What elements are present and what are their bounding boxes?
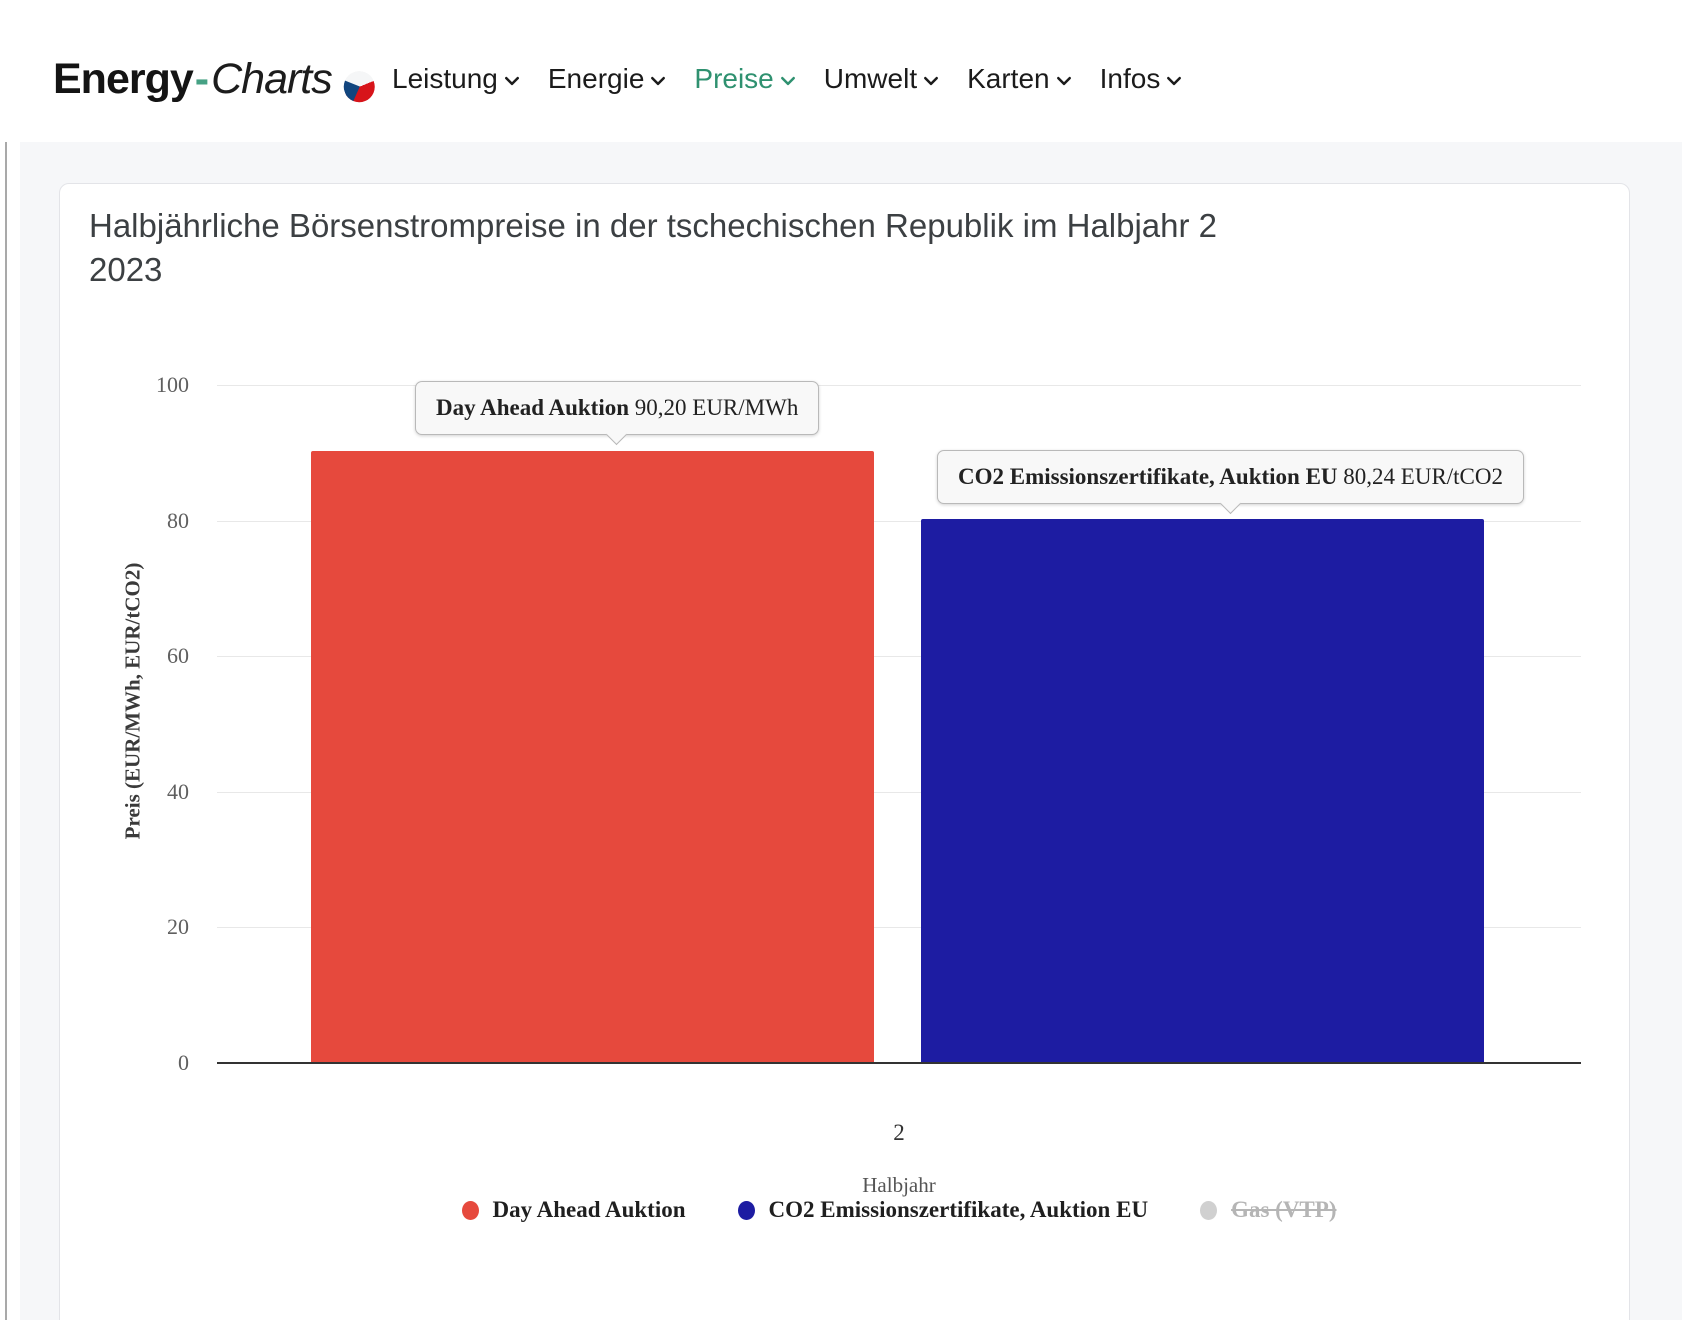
x-axis-title: Halbjahr bbox=[862, 1173, 936, 1197]
gridline bbox=[217, 385, 1581, 386]
legend-label: Day Ahead Auktion bbox=[492, 1197, 686, 1222]
legend-item-gas-vtp[interactable]: Gas (VTP) bbox=[1200, 1197, 1336, 1223]
nav-label: Karten bbox=[967, 63, 1050, 94]
logo-text-energy: Energy bbox=[53, 55, 194, 103]
legend-label: CO2 Emissionszertifikate, Auktion EU bbox=[768, 1197, 1149, 1222]
x-axis-tick-label: 2 bbox=[893, 1120, 905, 1145]
nav-item-karten[interactable]: Karten bbox=[967, 63, 1072, 95]
logo-text-charts: Charts bbox=[211, 55, 333, 103]
legend-label: Gas (VTP) bbox=[1231, 1197, 1337, 1222]
legend-dot-icon bbox=[1200, 1200, 1218, 1220]
czech-flag-icon bbox=[338, 66, 380, 107]
nav-item-preise[interactable]: Preise bbox=[694, 63, 795, 95]
tooltip-value: 90,20 EUR/MWh bbox=[634, 395, 799, 420]
chevron-down-icon bbox=[924, 76, 939, 86]
y-tick: 20 bbox=[167, 914, 189, 940]
tooltip-label: Day Ahead Auktion bbox=[436, 395, 630, 420]
chevron-down-icon bbox=[1167, 76, 1182, 86]
chart-card: Halbjährliche Börsenstrompreise in der t… bbox=[59, 183, 1630, 1320]
nav-item-umwelt[interactable]: Umwelt bbox=[824, 63, 939, 95]
nav-label: Energie bbox=[547, 63, 645, 94]
tooltip-label: CO2 Emissionszertifikate, Auktion EU bbox=[958, 464, 1338, 489]
y-axis-title: Preis (EUR/MWh, EUR/tCO2) bbox=[120, 562, 145, 840]
gridline bbox=[217, 520, 1581, 522]
chevron-down-icon bbox=[1056, 76, 1071, 86]
gridline bbox=[217, 927, 1581, 929]
chevron-down-icon bbox=[780, 76, 795, 86]
x-axis-line bbox=[217, 1062, 1581, 1064]
bar-co2-zertifikate[interactable] bbox=[921, 518, 1484, 1063]
page-title-line2: 2023 bbox=[89, 251, 163, 288]
nav-label: Umwelt bbox=[823, 63, 918, 94]
legend-item-co2[interactable]: CO2 Emissionszertifikate, Auktion EU bbox=[737, 1197, 1149, 1223]
gridline bbox=[217, 791, 1581, 793]
nav-label: Infos bbox=[1099, 63, 1161, 94]
y-tick: 80 bbox=[167, 507, 189, 533]
chevron-down-icon bbox=[651, 76, 666, 86]
site-logo[interactable]: Energy - Charts bbox=[53, 55, 380, 107]
legend-dot-icon bbox=[461, 1200, 479, 1220]
page-title: Halbjährliche Börsenstrompreise in der t… bbox=[89, 204, 1379, 292]
tooltip-co2: CO2 Emissionszertifikate, Auktion EU 80,… bbox=[937, 450, 1525, 504]
y-tick: 0 bbox=[178, 1049, 189, 1075]
page-title-line1: Halbjährliche Börsenstrompreise in der t… bbox=[89, 207, 1218, 244]
nav-item-infos[interactable]: Infos bbox=[1100, 63, 1183, 95]
window-edge-line bbox=[5, 0, 7, 1320]
legend-dot-icon bbox=[737, 1200, 755, 1220]
gridline bbox=[217, 656, 1581, 658]
chart-legend: Day Ahead Auktion CO2 Emissionszertifika… bbox=[217, 1197, 1581, 1223]
y-axis-tick-labels: 100 80 60 40 20 0 bbox=[60, 371, 189, 1077]
bar-day-ahead-auktion[interactable] bbox=[311, 451, 874, 1063]
nav-label: Preise bbox=[694, 63, 774, 94]
tooltip-day-ahead: Day Ahead Auktion 90,20 EUR/MWh bbox=[415, 381, 820, 435]
y-tick: 60 bbox=[167, 643, 189, 669]
logo-hyphen: - bbox=[194, 55, 210, 103]
tooltip-value: 80,24 EUR/tCO2 bbox=[1343, 464, 1504, 489]
legend-item-day-ahead[interactable]: Day Ahead Auktion bbox=[461, 1197, 686, 1223]
header: Energy - Charts Leistung Energie Preise … bbox=[0, 0, 1682, 142]
nav-label: Leistung bbox=[392, 63, 498, 94]
y-tick: 40 bbox=[167, 778, 189, 804]
nav-item-energie[interactable]: Energie bbox=[548, 63, 667, 95]
y-tick: 100 bbox=[156, 372, 189, 397]
plot-area: 2 Halbjahr Day Ahead Auktion CO2 Emissio… bbox=[217, 385, 1581, 1222]
nav-item-leistung[interactable]: Leistung bbox=[392, 63, 520, 95]
chevron-down-icon bbox=[504, 76, 519, 86]
main-nav: Leistung Energie Preise Umwelt Karten In… bbox=[392, 63, 1182, 95]
